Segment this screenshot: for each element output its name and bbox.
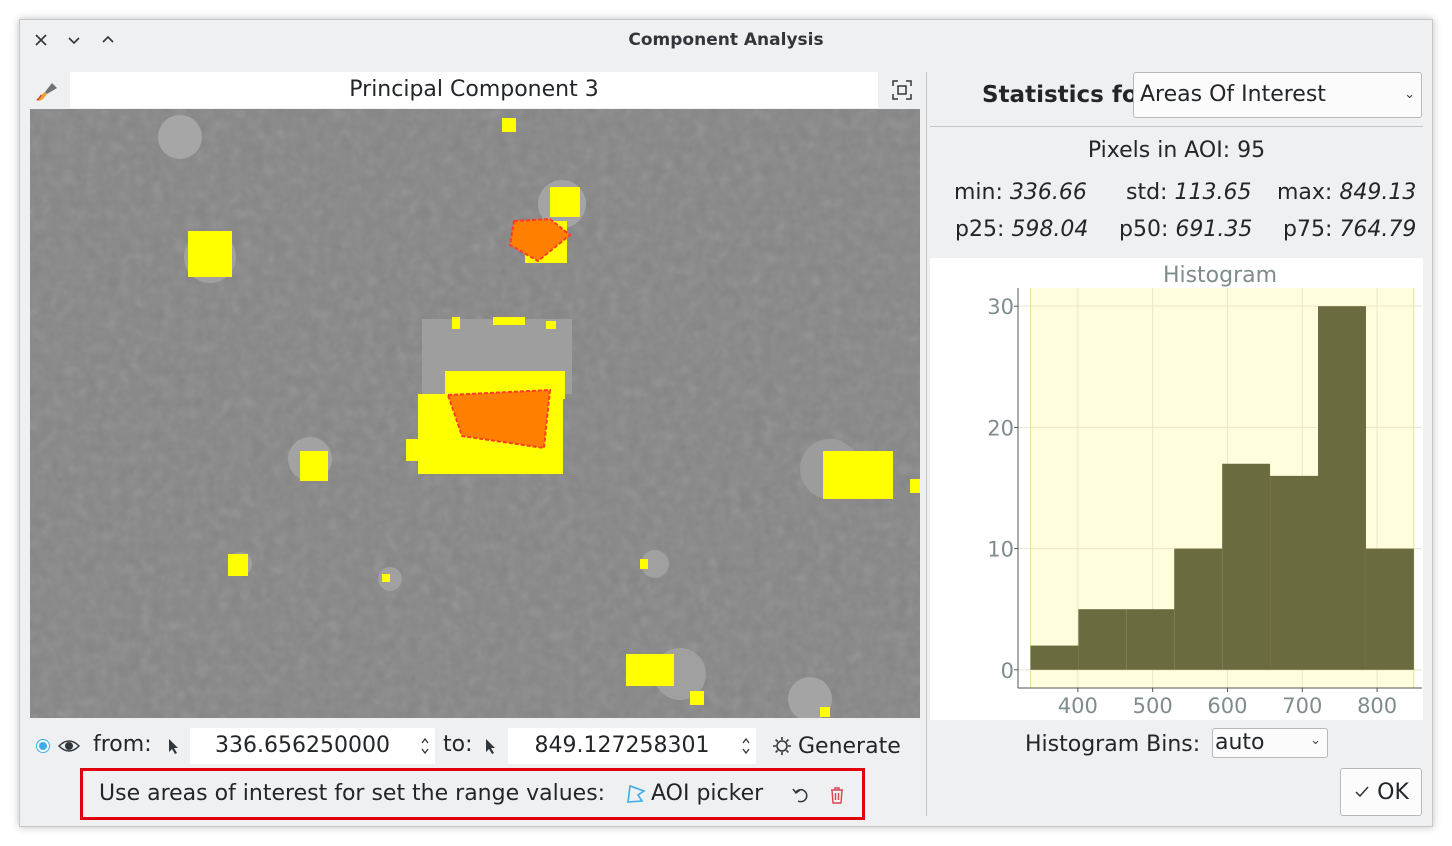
y-tick-label: 0 [1001,659,1014,683]
ok-button[interactable]: OK [1340,768,1422,816]
component-image [30,109,920,718]
check-icon [1355,786,1369,798]
x-tick-label: 600 [1207,694,1247,718]
eye-icon[interactable] [57,736,81,756]
stat-max-label: max: [1277,180,1333,205]
stat-std-label: std: [1126,180,1168,205]
histogram-bar [1174,548,1223,670]
component-analysis-window: Component Analysis Principal Component 3 [19,19,1433,827]
x-tick-label: 400 [1058,694,1098,718]
stat-p25: p25: 598.04 [955,217,1088,242]
statistics-for-label: Statistics for: [982,82,1159,108]
pane-divider[interactable] [926,72,927,816]
statistics-for-select[interactable]: Areas Of Interest ⌄ [1133,72,1422,118]
range-radio-button[interactable] [36,739,50,753]
from-label: from: [93,732,152,757]
spin-arrows-icon[interactable] [741,734,751,758]
y-tick-label: 10 [987,538,1014,562]
stat-p75: p75: 764.79 [1283,217,1416,242]
polygon-select-icon [627,784,646,803]
histogram-bar [1270,475,1319,670]
pixels-in-aoi: Pixels in AOI: 95 [1087,138,1266,163]
title-bar: Component Analysis [20,20,1432,60]
stat-p50-value: 691.35 [1175,217,1253,242]
y-tick-label: 30 [987,295,1014,319]
aoi-picker-label: AOI picker [651,781,764,806]
generate-label: Generate [798,733,901,759]
histogram-bar [1222,463,1271,670]
undo-icon[interactable] [790,784,812,806]
stat-max-value: 849.13 [1339,180,1417,205]
image-canvas[interactable] [30,109,920,718]
aoi-label: Use areas of interest for set the range … [99,781,606,806]
y-tick-label: 20 [987,416,1014,440]
aoi-picker-button[interactable]: AOI picker [625,781,763,806]
histogram-bar [1030,645,1079,670]
stat-p50-label: p50: [1119,217,1169,242]
from-spinbox[interactable]: 336.656250000 [190,728,435,764]
histogram-bar [1318,306,1366,670]
window-title: Component Analysis [628,30,824,50]
zoom-fit-icon[interactable] [890,78,914,102]
to-spinbox[interactable]: 849.127258301 [508,728,756,764]
aoi-polygon-center[interactable] [446,388,552,450]
statistics-for-value: Areas Of Interest [1140,82,1326,107]
minimize-icon[interactable] [63,29,85,51]
generate-button[interactable]: Generate [772,728,901,764]
to-value: 849.127258301 [534,733,710,758]
to-pick-cursor-icon[interactable] [483,737,499,755]
histogram-bar [1126,609,1175,670]
histogram-bins-value: auto [1215,730,1265,755]
stat-max: max: 849.13 [1277,180,1416,205]
range-row: from: 336.656250000 to: 849.127258301 Ge… [20,726,926,766]
histogram-chart[interactable]: Histogram 400 500 600 700 800 0 10 20 30 [930,258,1423,720]
x-tick-label: 500 [1133,694,1173,718]
x-tick-label: 700 [1282,694,1322,718]
x-tick-label: 800 [1357,694,1397,718]
stat-p50: p50: 691.35 [1119,217,1252,242]
ok-label: OK [1377,779,1409,805]
histogram-bar [1365,548,1414,670]
brush-icon[interactable] [34,80,60,104]
histogram-bins-select[interactable]: auto ⌄ [1212,728,1328,758]
stat-min: min: 336.66 [954,180,1087,205]
maximize-icon[interactable] [97,29,119,51]
histogram-bar [1078,609,1127,670]
spin-arrows-icon[interactable] [420,734,430,758]
from-pick-cursor-icon[interactable] [166,737,182,755]
stat-p25-label: p25: [955,217,1005,242]
image-title: Principal Component 3 [70,72,878,108]
gear-icon [773,737,791,755]
stat-std: std: 113.65 [1126,180,1251,205]
histogram-bins-label: Histogram Bins: [1025,732,1201,757]
close-icon[interactable] [30,29,52,51]
stat-p25-value: 598.04 [1011,217,1089,242]
histogram-title: Histogram [1163,263,1277,288]
stat-min-value: 336.66 [1009,180,1087,205]
aoi-row: Use areas of interest for set the range … [80,768,865,820]
stat-p75-label: p75: [1283,217,1333,242]
delete-icon[interactable] [826,784,848,806]
aoi-polygon-top[interactable] [508,217,572,263]
stat-p75-value: 764.79 [1339,217,1417,242]
to-label: to: [443,732,473,757]
histogram-svg: Histogram 400 500 600 700 800 0 10 20 30 [987,263,1422,718]
from-value: 336.656250000 [215,733,390,758]
stat-min-label: min: [954,180,1003,205]
separator [930,126,1423,127]
chevron-down-icon: ⌄ [1310,733,1321,748]
chevron-down-icon: ⌄ [1404,87,1415,102]
stat-std-value: 113.65 [1174,180,1252,205]
